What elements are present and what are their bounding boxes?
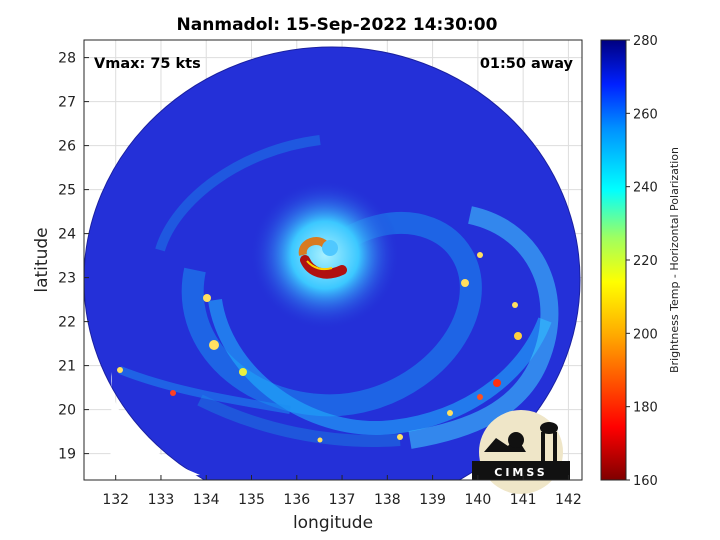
x-tick-label: 142 bbox=[555, 492, 582, 508]
colorbar-tick-label: 220 bbox=[633, 254, 658, 269]
time-label: 01:50 away bbox=[480, 56, 574, 72]
colorbar-tick-label: 260 bbox=[633, 107, 658, 122]
y-tick-label: 20 bbox=[58, 403, 76, 419]
x-tick-label: 140 bbox=[465, 492, 492, 508]
x-tick-label: 135 bbox=[238, 492, 265, 508]
y-tick-label: 26 bbox=[58, 139, 76, 155]
x-tick-label: 134 bbox=[193, 492, 220, 508]
x-tick-label: 139 bbox=[419, 492, 446, 508]
colorbar-tick-label: 240 bbox=[633, 181, 658, 196]
x-tick-label: 133 bbox=[148, 492, 175, 508]
y-tick-label: 27 bbox=[58, 95, 76, 111]
y-tick-label: 22 bbox=[58, 315, 76, 331]
logo-text: CIMSS bbox=[494, 466, 547, 479]
colorbar-label: Brightness Temp - Horizontal Polarizatio… bbox=[668, 147, 681, 373]
colorbar-tick-label: 200 bbox=[633, 327, 658, 342]
x-tick-label: 132 bbox=[102, 492, 129, 508]
y-tick-label: 24 bbox=[58, 227, 76, 243]
x-tick-label: 136 bbox=[283, 492, 310, 508]
x-axis-label: longitude bbox=[293, 513, 373, 533]
chart-title: Nanmadol: 15-Sep-2022 14:30:00 bbox=[177, 15, 498, 35]
cimss-logo: CIMSS bbox=[472, 410, 570, 494]
y-tick-label: 25 bbox=[58, 183, 76, 199]
colorbar-tick-label: 180 bbox=[633, 401, 658, 416]
colorbar bbox=[600, 39, 627, 481]
x-tick-label: 137 bbox=[329, 492, 356, 508]
x-tick-label: 141 bbox=[510, 492, 537, 508]
y-tick-label: 21 bbox=[58, 359, 76, 375]
colorbar-axis: 280 260 240 220 200 180 160 bbox=[626, 34, 658, 489]
colorbar-tick-label: 160 bbox=[633, 474, 658, 489]
y-axis: 19 20 21 22 23 24 25 26 27 28 bbox=[58, 51, 89, 463]
vmax-label: Vmax: 75 kts bbox=[94, 56, 201, 72]
x-tick-label: 138 bbox=[374, 492, 401, 508]
colorbar-tick-label: 280 bbox=[633, 34, 658, 49]
y-tick-label: 23 bbox=[58, 271, 76, 287]
y-tick-label: 19 bbox=[58, 447, 76, 463]
y-tick-label: 28 bbox=[58, 51, 76, 67]
x-axis: 132 133 134 135 136 137 138 139 140 141 142 bbox=[102, 475, 582, 508]
y-axis-label: latitude bbox=[32, 227, 52, 292]
swath-image bbox=[84, 46, 581, 480]
axes-frame bbox=[83, 39, 583, 481]
